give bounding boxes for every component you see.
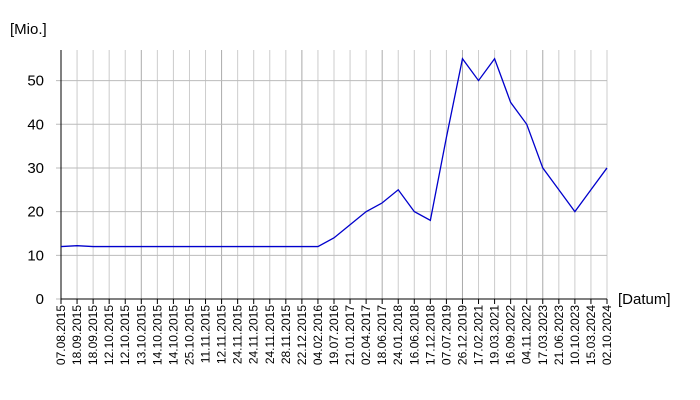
x-tick-label: 17.03.2023 — [536, 305, 550, 365]
x-tick-label: 07.08.2015 — [54, 305, 68, 365]
y-axis-label: [Mio.] — [10, 21, 47, 38]
x-axis-label: [Datum] — [618, 291, 671, 308]
x-tick-label: 12.10.2015 — [118, 305, 132, 365]
y-tick-label: 40 — [27, 116, 44, 133]
x-tick-label: 14.10.2015 — [150, 305, 164, 365]
x-tick-label: 17.02.2021 — [472, 305, 486, 365]
x-tick-label: 15.03.2024 — [584, 305, 598, 365]
x-tick-label: 12.10.2015 — [102, 305, 116, 365]
y-tick-label: 30 — [27, 160, 44, 177]
x-tick-label: 24.11.2015 — [247, 305, 261, 364]
x-tick-label: 14.10.2015 — [166, 305, 180, 365]
x-tick-label: 21.06.2023 — [552, 305, 566, 365]
x-tick-label: 02.10.2024 — [600, 305, 614, 365]
line — [60, 57, 608, 248]
x-tick-label: 13.10.2015 — [134, 305, 148, 365]
x-tick-label: 12.11.2015 — [215, 305, 229, 364]
x-tick-label: 24.01.2018 — [391, 305, 405, 365]
x-tick-label: 28.11.2015 — [279, 305, 293, 364]
x-tick-label: 04.02.2016 — [311, 305, 325, 365]
x-tick-label: 19.03.2021 — [488, 305, 502, 365]
x-tick-label: 17.12.2018 — [423, 305, 437, 365]
y-tick-label: 20 — [27, 204, 44, 221]
x-tick-label: 24.11.2015 — [231, 305, 245, 364]
x-tick-label: 16.06.2018 — [407, 305, 421, 365]
x-tick-label: 07.07.2019 — [439, 305, 453, 365]
x-tick-label: 24.11.2015 — [263, 305, 277, 364]
x-tick-label: 21.01.2017 — [343, 305, 357, 365]
x-tick-label: 25.10.2015 — [182, 305, 196, 365]
x-tick-label: 19.07.2016 — [327, 305, 341, 365]
y-tick-label: 50 — [27, 73, 44, 90]
x-tick-label: 18.09.2015 — [86, 305, 100, 365]
x-tick-label: 18.06.2017 — [375, 305, 389, 365]
x-tick-label: 16.09.2022 — [504, 305, 518, 365]
x-tick-label: 18.09.2015 — [70, 305, 84, 365]
x-tick-label: 10.10.2023 — [568, 305, 582, 365]
x-tick-label: 22.12.2015 — [295, 305, 309, 365]
y-tick-label: 10 — [27, 247, 44, 264]
y-tick-label: 0 — [36, 291, 44, 308]
x-tick-label: 02.04.2017 — [359, 305, 373, 365]
x-tick-label: 26.12.2019 — [455, 305, 469, 365]
x-tick-label: 04.11.2022 — [520, 305, 534, 364]
x-tick-label: 11.11.2015 — [199, 305, 213, 364]
